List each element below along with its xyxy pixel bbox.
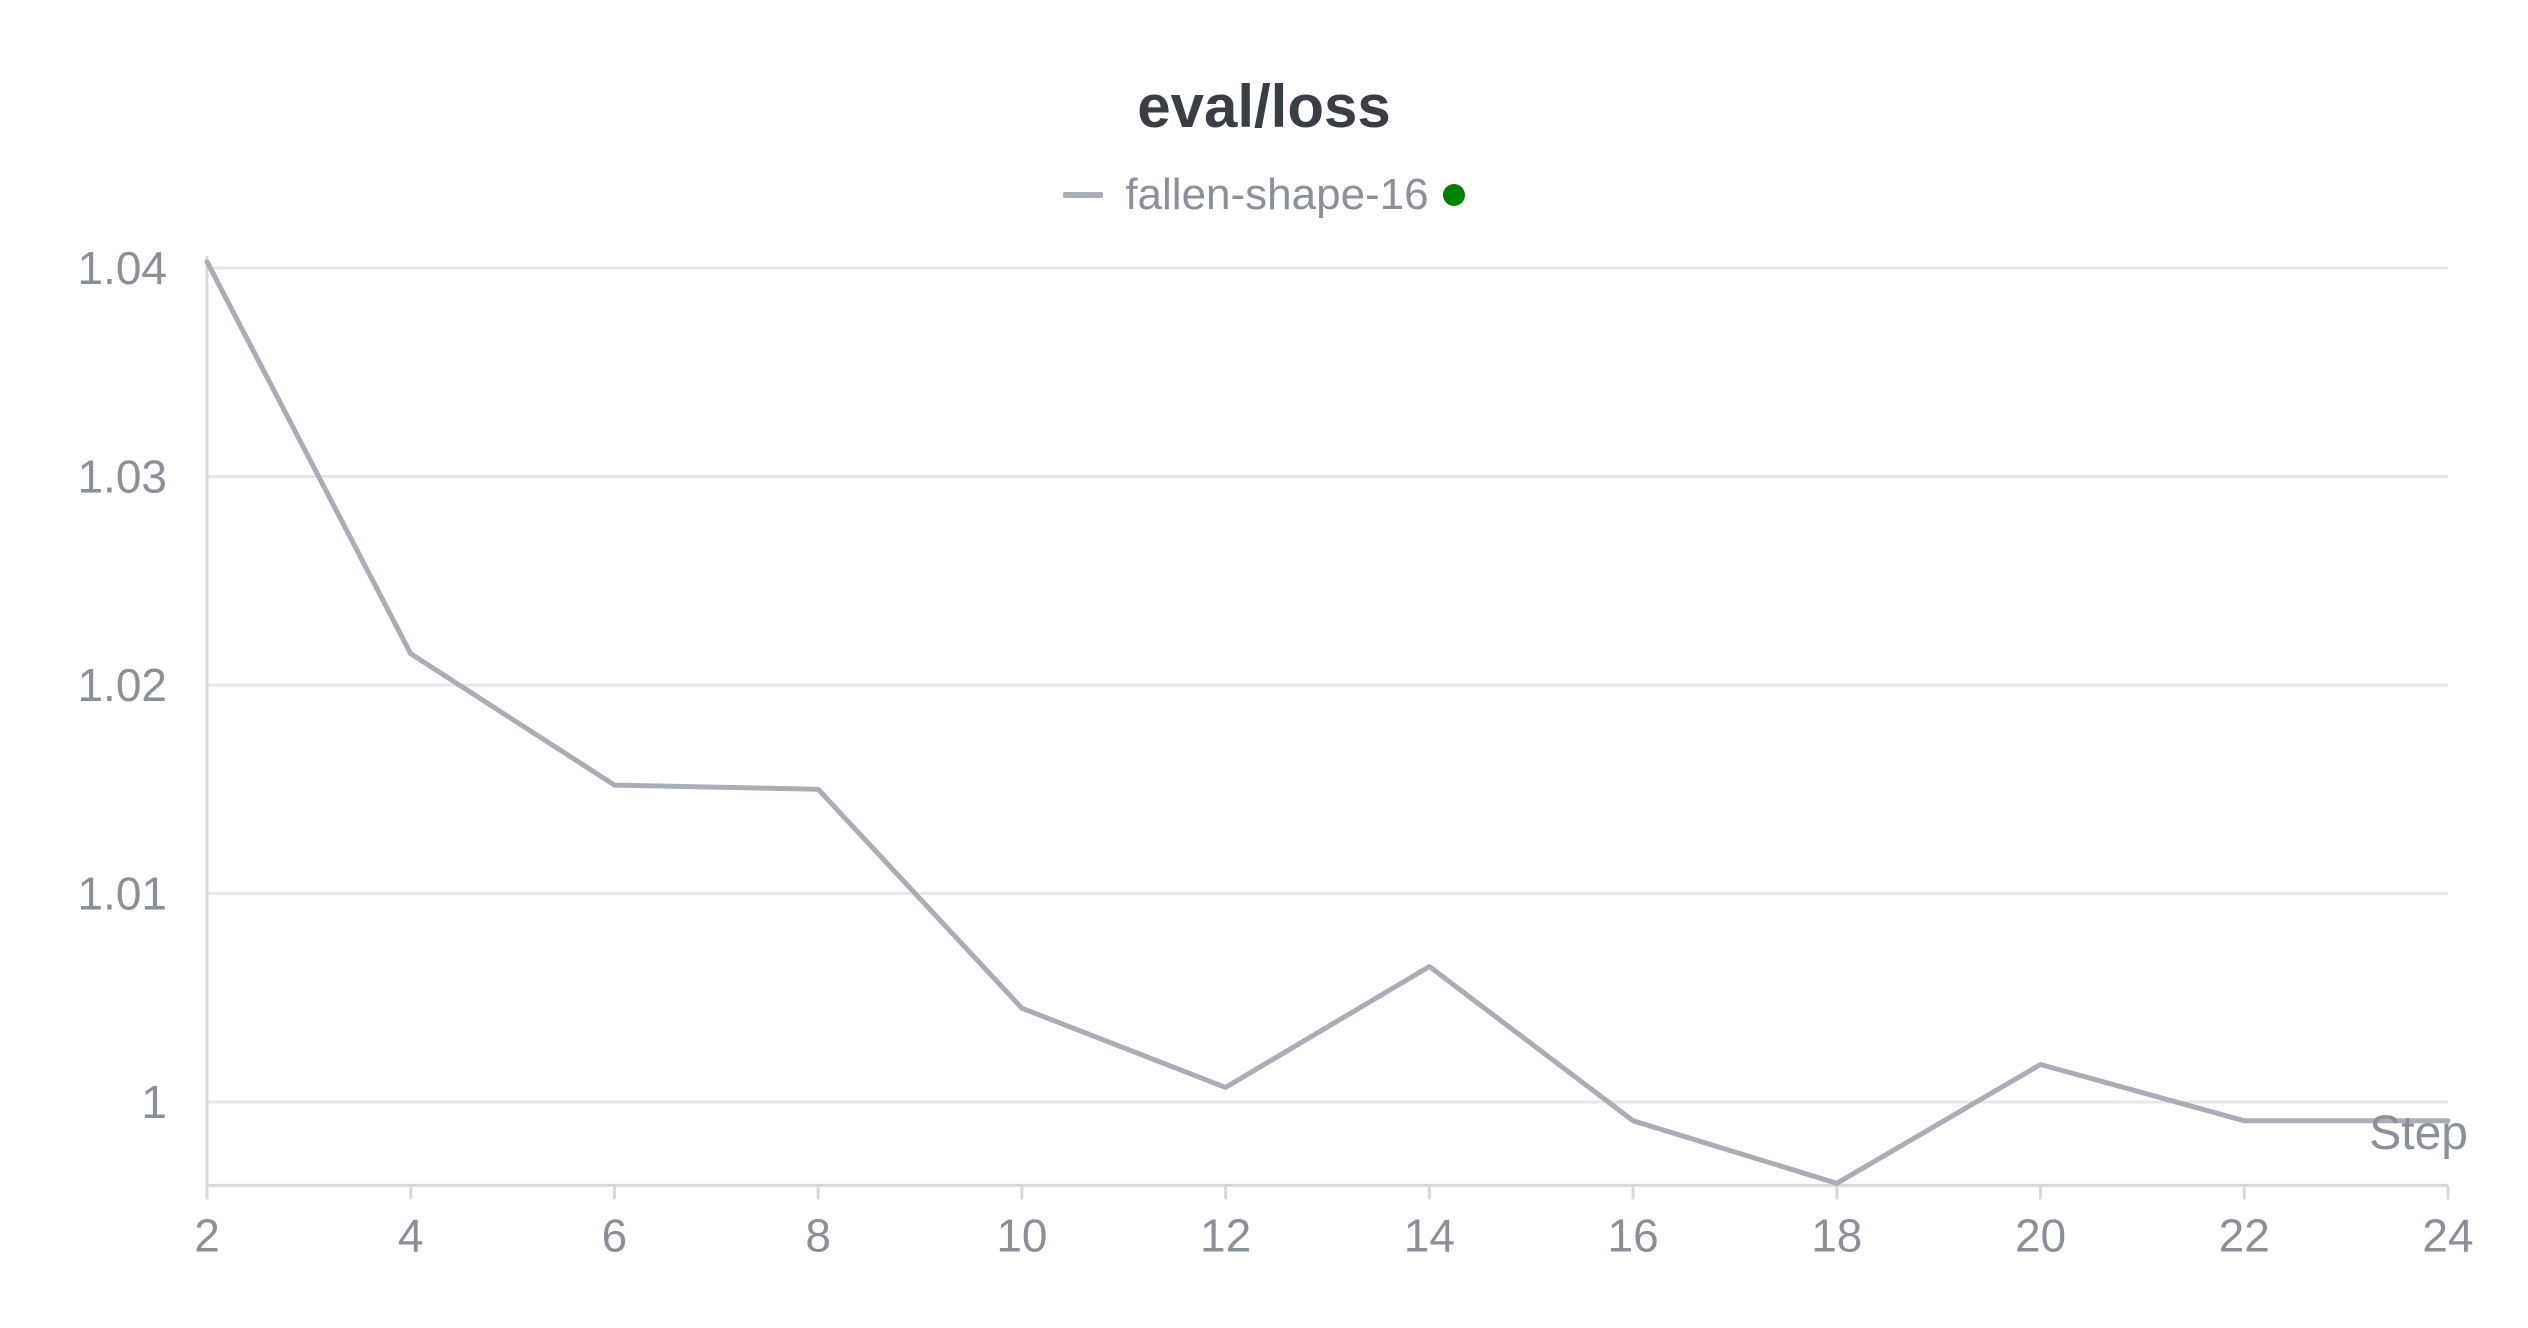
legend: fallen-shape-16 [0, 165, 2528, 225]
x-tick-label: 14 [1404, 1209, 1455, 1261]
y-tick-label: 1 [141, 1076, 167, 1128]
x-tick-label: 4 [398, 1209, 424, 1261]
x-tick-label: 8 [805, 1209, 831, 1261]
run-status-dot [1442, 184, 1465, 206]
x-tick-label: 6 [602, 1209, 628, 1261]
y-tick-label: 1.03 [77, 451, 167, 503]
x-tick-label: 16 [1608, 1209, 1659, 1261]
chart-title: eval/loss [1137, 73, 1391, 140]
x-tick-label: 12 [1200, 1209, 1251, 1261]
legend-series-label[interactable]: fallen-shape-16 [1125, 170, 1429, 219]
y-tick-label: 1.01 [77, 868, 167, 920]
y-tick-label: 1.04 [77, 242, 167, 294]
x-tick-label: 22 [2219, 1209, 2270, 1261]
x-tick-label: 20 [2015, 1209, 2066, 1261]
series-line-fallen-shape-16 [204, 259, 2451, 1186]
y-tick-label: 1.02 [77, 659, 167, 711]
x-axis-label: Step [2369, 1107, 2468, 1160]
x-tick-label: 18 [1811, 1209, 1862, 1261]
x-tick-label: 10 [996, 1209, 1047, 1261]
legend-swatch [1063, 192, 1104, 198]
x-tick-label: 24 [2422, 1209, 2473, 1261]
x-tick-label: 2 [194, 1209, 220, 1261]
